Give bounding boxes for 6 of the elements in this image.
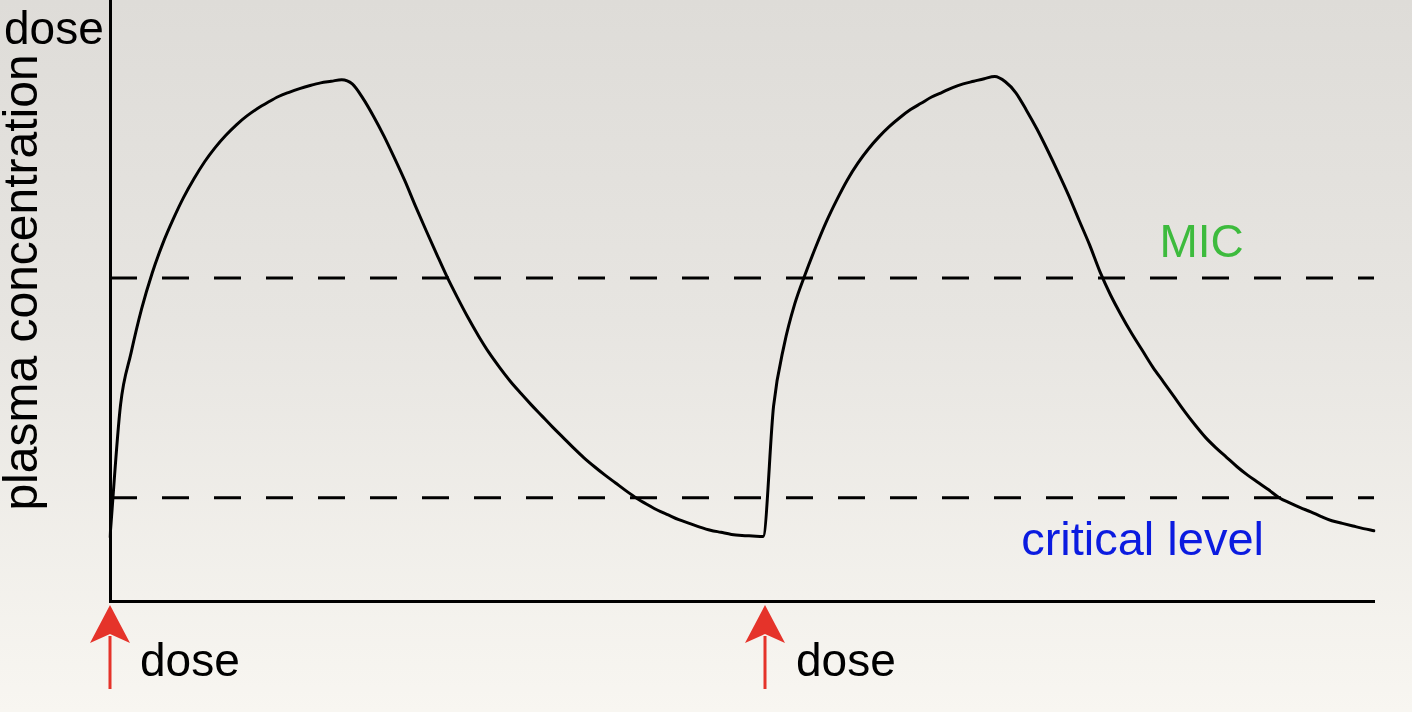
text: dose <box>140 634 240 686</box>
ref-line-label: MIC <box>1159 214 1244 267</box>
ref-line-label: critical level <box>1021 511 1265 565</box>
text: dose <box>796 634 896 686</box>
y-axis-title: plasma concentration <box>0 54 47 511</box>
text: dose <box>4 2 104 54</box>
